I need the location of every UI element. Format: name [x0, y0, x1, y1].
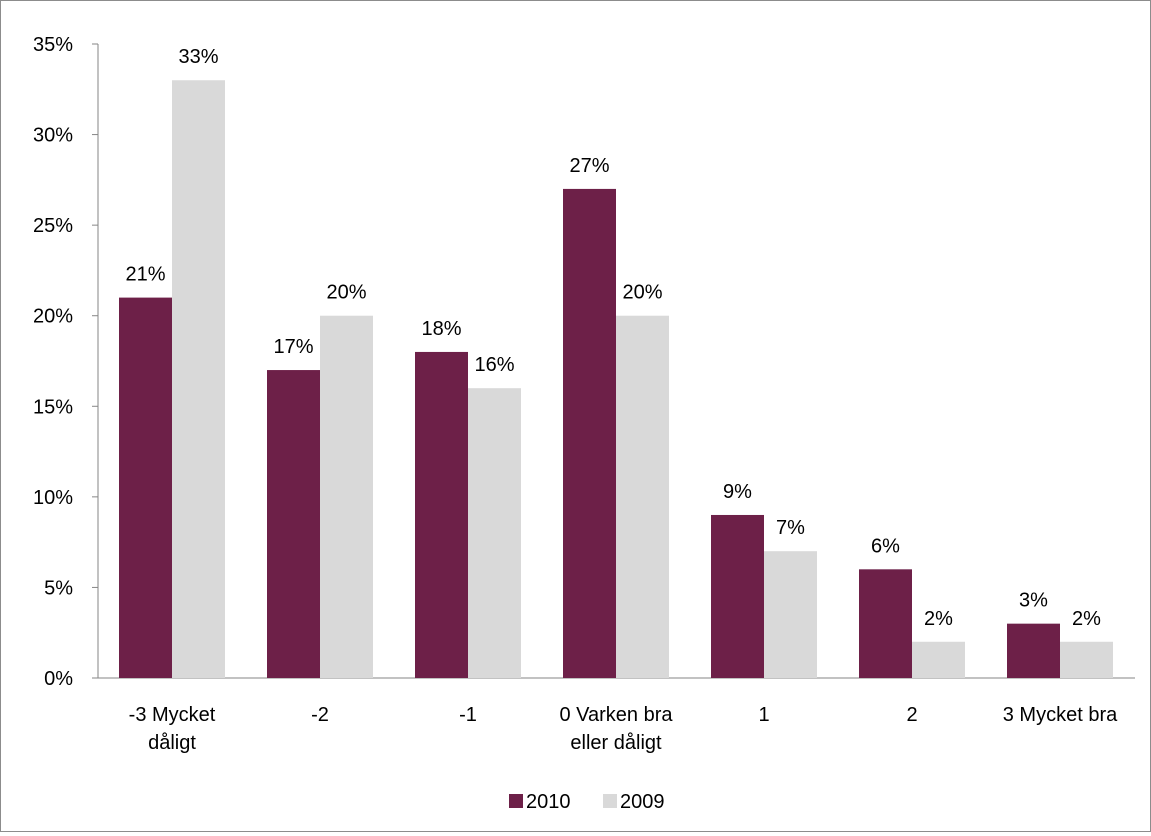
bars	[119, 80, 1113, 678]
bar-2009-4	[764, 551, 817, 678]
bar-2010-4	[711, 514, 764, 678]
bar-2009-2	[468, 388, 521, 678]
data-label-2010-3: 27%	[569, 155, 609, 177]
category-label-6: 3 Mycket bra	[1003, 704, 1118, 726]
data-label-2010-0: 21%	[125, 264, 165, 286]
y-tick-label: 35%	[33, 34, 73, 56]
category-label-0: -3 Mycket dåligt	[129, 704, 216, 754]
data-labels: 21% 33% 17% 20% 18% 16% 27% 20% 9% 7% 6% 2% 3% 2%	[125, 46, 1101, 630]
bar-2010-0	[119, 297, 172, 678]
bar-2009-1	[320, 315, 373, 678]
data-label-2010-4: 9%	[723, 481, 752, 503]
data-label-2010-6: 3%	[1019, 590, 1048, 612]
category-label-4: 1	[758, 704, 769, 726]
y-tick-label: 15%	[33, 396, 73, 418]
bar-2009-5	[912, 641, 965, 678]
bar-2010-6	[1007, 623, 1060, 678]
category-labels: -3 Mycket dåligt -2 -1 0 Varken bra eller dål…	[129, 704, 1118, 754]
y-tick-label: 20%	[33, 306, 73, 328]
bar-2010-1	[267, 370, 320, 678]
category-label-1: -2	[311, 704, 329, 726]
bar-2009-6	[1060, 641, 1113, 678]
legend-swatch-2009	[603, 794, 617, 808]
data-label-2010-1: 17%	[273, 336, 313, 358]
data-label-2009-0: 33%	[178, 46, 218, 68]
y-tick-label: 30%	[33, 125, 73, 147]
data-label-2009-2: 16%	[474, 354, 514, 376]
data-label-2009-4: 7%	[776, 517, 805, 539]
bar-2010-3	[563, 188, 616, 678]
data-label-2009-6: 2%	[1072, 608, 1101, 630]
y-tick-label: 10%	[33, 487, 73, 509]
legend-label-2010: 2010	[526, 791, 571, 813]
legend-label-2009: 2009	[620, 791, 665, 813]
bar-2010-2	[415, 351, 468, 678]
data-label-2009-3: 20%	[622, 282, 662, 304]
data-label-2009-1: 20%	[326, 282, 366, 304]
y-tick-label: 25%	[33, 215, 73, 237]
category-label-5: 2	[906, 704, 917, 726]
data-label-2009-5: 2%	[924, 608, 953, 630]
bar-2009-0	[172, 80, 225, 678]
data-label-2010-2: 18%	[421, 318, 461, 340]
category-label-3: 0 Varken bra eller dåligt	[559, 704, 673, 754]
category-label-2: -1	[459, 704, 477, 726]
y-tick-label: 5%	[44, 577, 73, 599]
bar-2009-3	[616, 315, 669, 678]
legend: 2010 2009	[509, 791, 665, 813]
y-tick-label: 0%	[44, 668, 73, 690]
legend-swatch-2010	[509, 794, 523, 808]
data-label-2010-5: 6%	[871, 535, 900, 557]
bar-2010-5	[859, 569, 912, 678]
